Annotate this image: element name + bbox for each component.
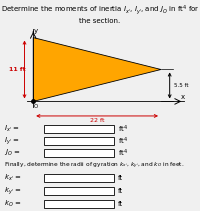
- FancyBboxPatch shape: [44, 125, 114, 133]
- FancyBboxPatch shape: [44, 200, 114, 208]
- Text: ft: ft: [118, 201, 123, 207]
- Text: ft: ft: [118, 188, 123, 194]
- Text: x: x: [181, 94, 185, 100]
- Text: $I_{x'}$ =: $I_{x'}$ =: [4, 124, 20, 134]
- Text: ft$^4$: ft$^4$: [118, 124, 128, 135]
- Text: Determine the moments of inertia $I_{x'}$, $I_{y'}$, and $J_O$ in ft$^4$ for the: Determine the moments of inertia $I_{x'}…: [1, 3, 199, 24]
- Text: ft$^4$: ft$^4$: [118, 147, 128, 159]
- Text: 22 ft: 22 ft: [90, 118, 104, 123]
- Text: y: y: [33, 28, 38, 34]
- FancyBboxPatch shape: [44, 187, 114, 195]
- Text: 11 ft: 11 ft: [9, 67, 25, 72]
- Text: Finally, determine the radii of gyration $k_{x'}$, $k_{y'}$, and $k_O$ in feet.: Finally, determine the radii of gyration…: [4, 161, 185, 171]
- FancyBboxPatch shape: [44, 174, 114, 183]
- Text: ft$^4$: ft$^4$: [118, 135, 128, 147]
- Text: $k_{y'}$ =: $k_{y'}$ =: [4, 185, 22, 197]
- Text: O: O: [33, 104, 38, 109]
- FancyBboxPatch shape: [44, 149, 114, 157]
- Text: $I_{y'}$ =: $I_{y'}$ =: [4, 135, 20, 147]
- Text: $k_O$ =: $k_O$ =: [4, 199, 21, 209]
- Text: $J_O$ =: $J_O$ =: [4, 148, 21, 158]
- FancyBboxPatch shape: [44, 137, 114, 145]
- Text: $k_{x'}$ =: $k_{x'}$ =: [4, 173, 22, 183]
- Text: 5.5 ft: 5.5 ft: [174, 83, 189, 88]
- Text: ft: ft: [118, 175, 123, 181]
- Polygon shape: [33, 38, 161, 101]
